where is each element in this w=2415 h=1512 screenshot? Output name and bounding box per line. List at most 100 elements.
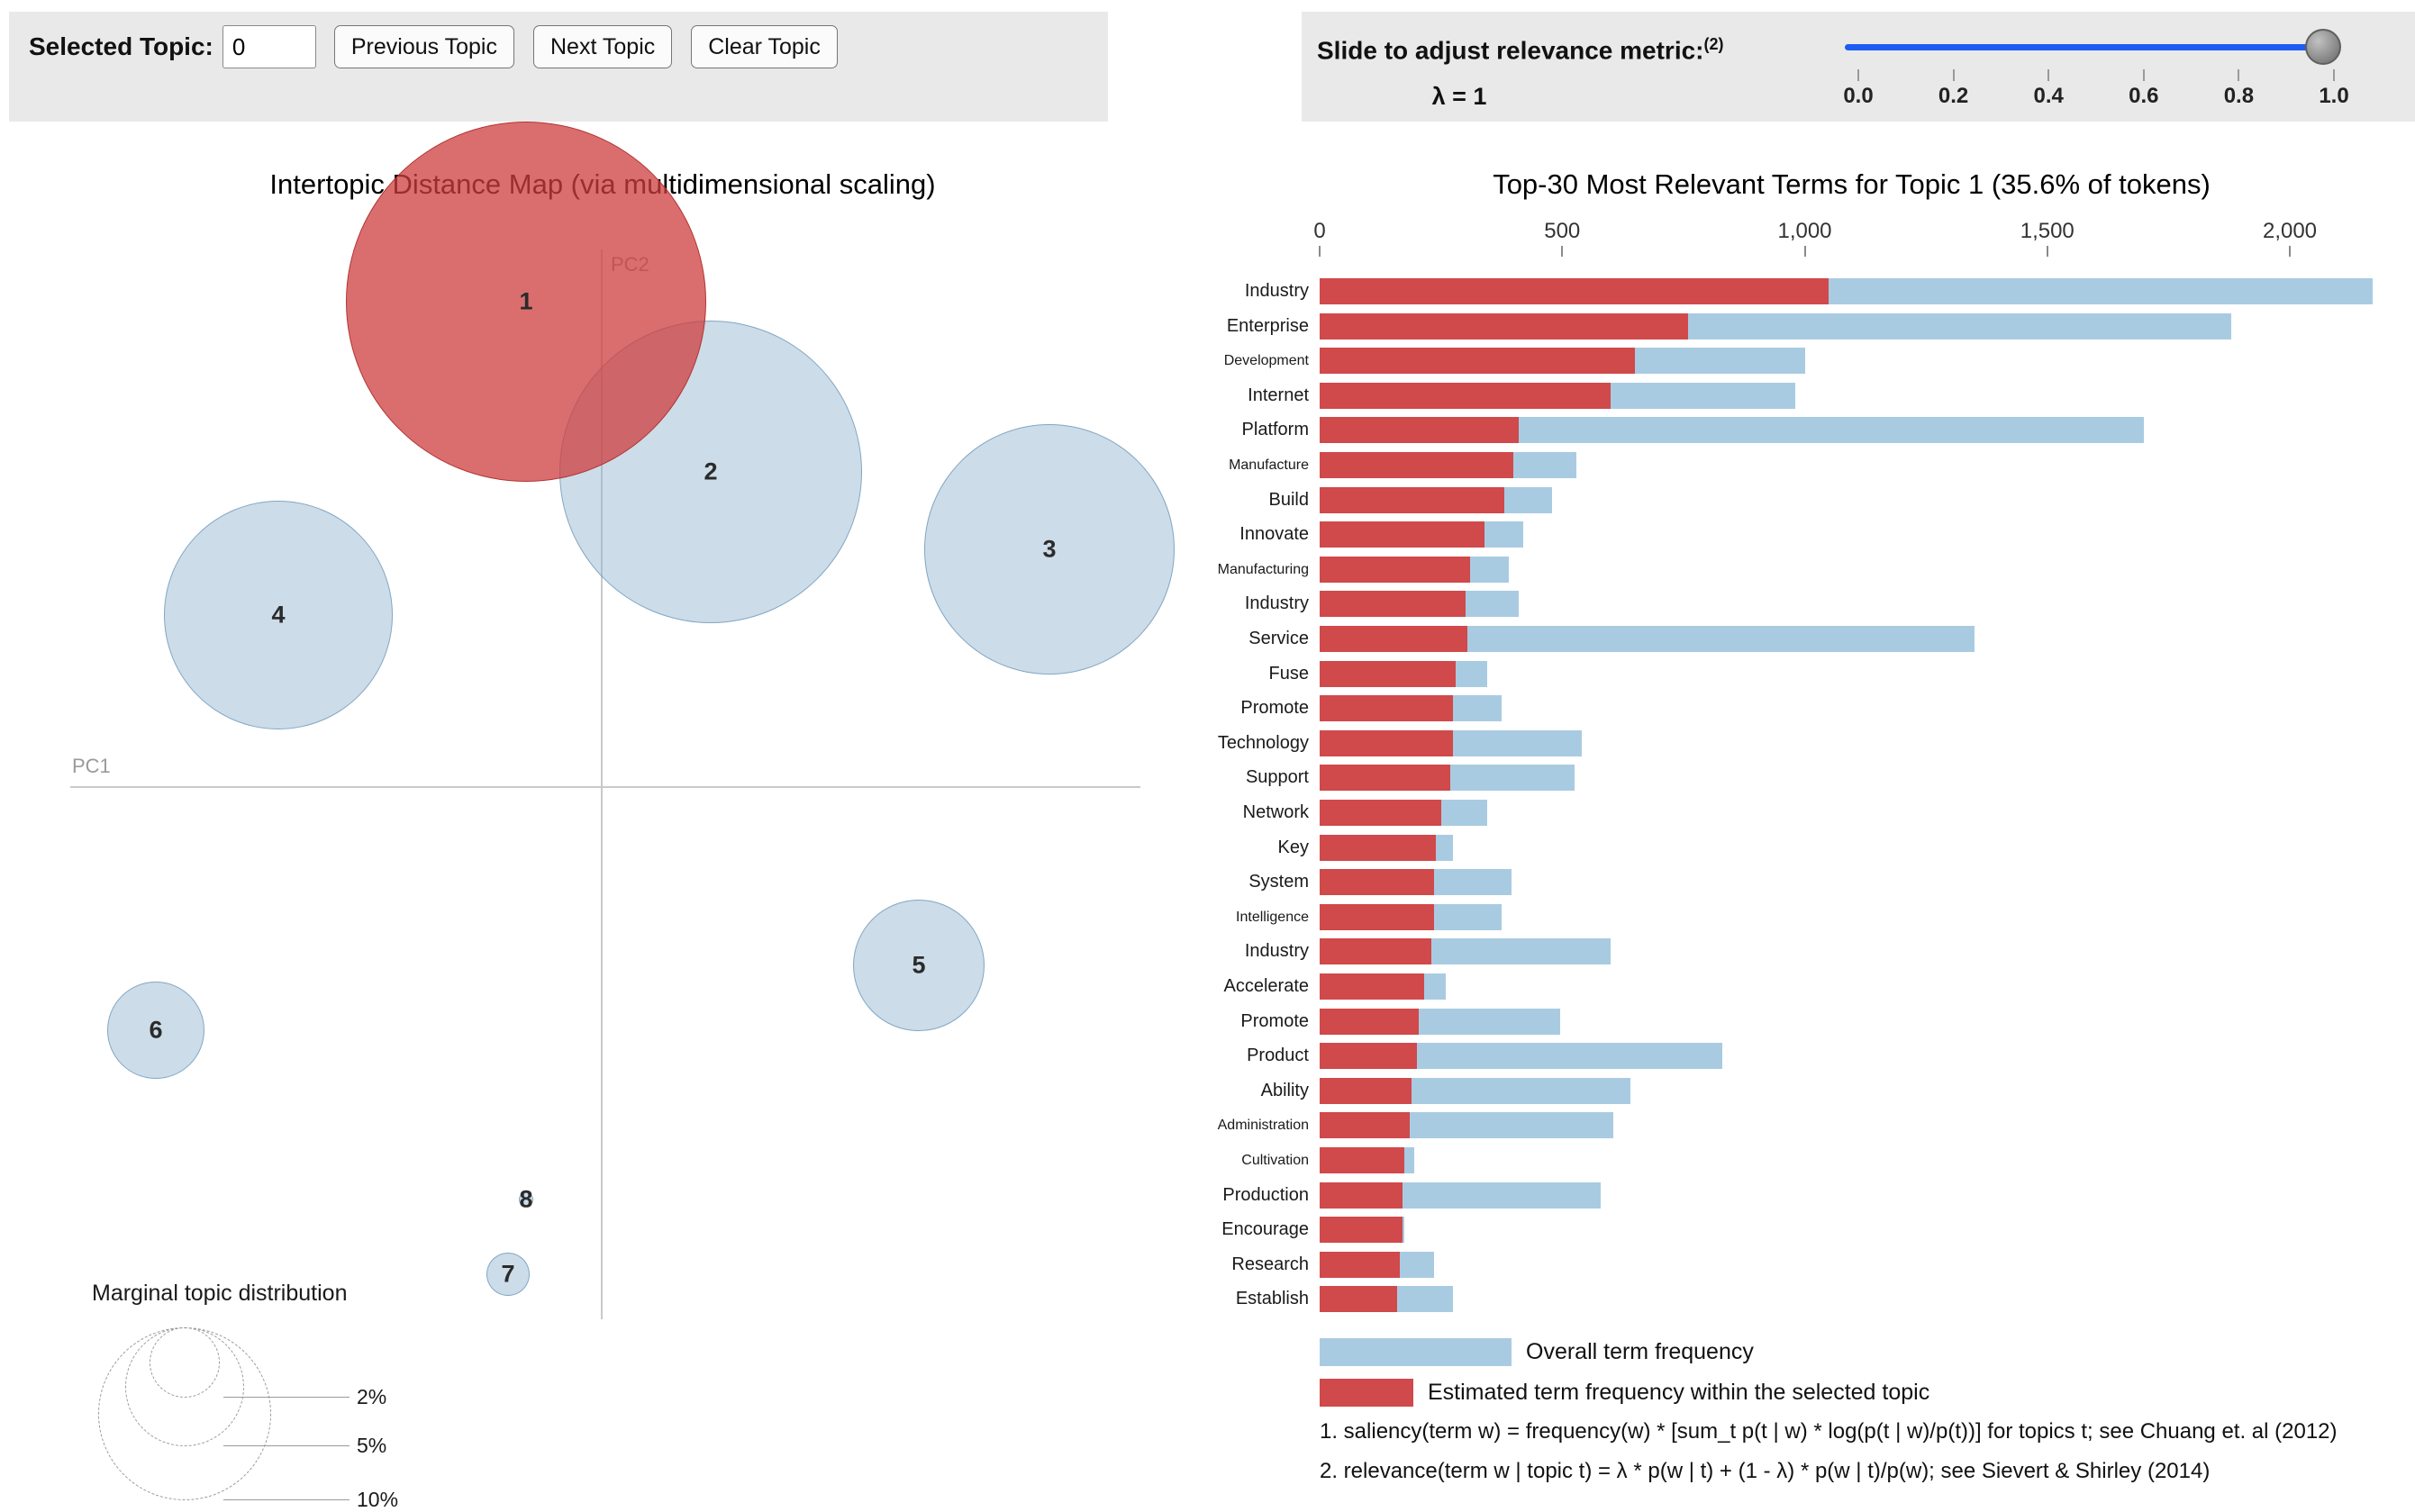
term-bar-topic[interactable] bbox=[1320, 869, 1434, 896]
term-bar-topic[interactable] bbox=[1320, 1147, 1405, 1173]
size-legend-label: 5% bbox=[357, 1434, 387, 1457]
overall-frequency-swatch bbox=[1320, 1338, 1512, 1366]
topic-circle-5[interactable] bbox=[853, 900, 985, 1031]
topic-frequency-legend: Estimated term frequency within the sele… bbox=[1320, 1379, 1929, 1407]
term-bar-topic[interactable] bbox=[1320, 800, 1441, 826]
term-bar-topic[interactable] bbox=[1320, 903, 1434, 930]
term-bar-topic[interactable] bbox=[1320, 521, 1485, 548]
slider-tick-label: 0.0 bbox=[1843, 84, 1874, 108]
overall-frequency-label: Overall term frequency bbox=[1526, 1339, 1754, 1364]
next-topic-button[interactable]: Next Topic bbox=[532, 25, 673, 68]
topic-circle-8[interactable] bbox=[519, 1192, 533, 1207]
term-bar-topic[interactable] bbox=[1320, 1043, 1417, 1070]
lambda-value-label: λ = 1 bbox=[1431, 83, 1487, 110]
clear-topic-button[interactable]: Clear Topic bbox=[691, 25, 838, 68]
x-axis-tick-label: 0 bbox=[1313, 219, 1326, 243]
term-label[interactable]: Platform bbox=[1241, 420, 1309, 440]
selected-topic-input[interactable] bbox=[222, 25, 316, 68]
topic-circle-7[interactable] bbox=[486, 1253, 530, 1296]
topic-circle-4[interactable] bbox=[164, 501, 393, 729]
topic-control-bar: Selected Topic: Previous Topic Next Topi… bbox=[9, 12, 1108, 122]
term-label[interactable]: Key bbox=[1277, 837, 1309, 857]
term-bar-topic[interactable] bbox=[1320, 1077, 1412, 1104]
topic-label-4: 4 bbox=[271, 601, 286, 629]
term-bar-topic[interactable] bbox=[1320, 695, 1454, 722]
relevance-slider-track[interactable] bbox=[1845, 44, 2338, 50]
term-label[interactable]: Encourage bbox=[1221, 1219, 1309, 1240]
term-bar-topic[interactable] bbox=[1320, 417, 1519, 444]
term-label[interactable]: Technology bbox=[1217, 732, 1309, 753]
term-bar-topic[interactable] bbox=[1320, 729, 1454, 756]
relevance-metric-label: Slide to adjust relevance metric:(2) bbox=[1317, 35, 1724, 65]
term-bar-topic[interactable] bbox=[1320, 312, 1689, 340]
term-label[interactable]: Product bbox=[1247, 1046, 1309, 1066]
term-label[interactable]: Manufacturing bbox=[1217, 561, 1309, 577]
slider-tick-mark bbox=[2047, 69, 2050, 81]
term-bar-topic[interactable] bbox=[1320, 765, 1451, 792]
x-axis-tick-mark bbox=[1561, 246, 1564, 257]
term-bar-topic[interactable] bbox=[1320, 1217, 1403, 1244]
term-label[interactable]: Ability bbox=[1260, 1080, 1309, 1100]
term-bar-topic[interactable] bbox=[1320, 486, 1504, 513]
term-bar-topic[interactable] bbox=[1320, 973, 1424, 1000]
footnote-saliency: 1. saliency(term w) = frequency(w) * [su… bbox=[1320, 1419, 2338, 1444]
term-label[interactable]: Internet bbox=[1248, 385, 1309, 405]
term-label[interactable]: Fuse bbox=[1268, 663, 1309, 684]
term-bar-topic[interactable] bbox=[1320, 1112, 1410, 1139]
slider-tick-label: 1.0 bbox=[2319, 84, 2349, 108]
term-chart-title: Top-30 Most Relevant Terms for Topic 1 (… bbox=[1493, 168, 2211, 200]
relevance-control-bar: Slide to adjust relevance metric:(2) λ =… bbox=[1302, 12, 2415, 122]
footnote-relevance: 2. relevance(term w | topic t) = λ * p(w… bbox=[1320, 1459, 2211, 1483]
x-axis-tick-label: 1,000 bbox=[1777, 219, 1832, 243]
term-bar-topic[interactable] bbox=[1320, 348, 1636, 375]
term-label[interactable]: Industry bbox=[1244, 593, 1309, 614]
term-bar-topic[interactable] bbox=[1320, 938, 1431, 965]
term-bar-topic[interactable] bbox=[1320, 660, 1456, 687]
x-axis-tick-mark bbox=[1319, 246, 1321, 257]
relevance-slider-handle[interactable] bbox=[2305, 29, 2341, 65]
term-label[interactable]: Accelerate bbox=[1223, 976, 1310, 996]
term-label[interactable]: Manufacture bbox=[1229, 457, 1309, 473]
topic-circle-3[interactable] bbox=[924, 424, 1175, 675]
x-axis-tick-label: 500 bbox=[1544, 219, 1581, 243]
previous-topic-button[interactable]: Previous Topic bbox=[333, 25, 514, 68]
term-label[interactable]: Administration bbox=[1217, 1118, 1309, 1134]
term-label[interactable]: Research bbox=[1231, 1254, 1309, 1274]
term-bar-topic[interactable] bbox=[1320, 1182, 1403, 1209]
term-label[interactable]: Build bbox=[1268, 489, 1309, 510]
term-label[interactable]: Support bbox=[1245, 767, 1309, 788]
size-legend-line bbox=[223, 1499, 350, 1500]
term-bar-topic[interactable] bbox=[1320, 556, 1470, 583]
x-axis-tick-mark bbox=[2046, 246, 2048, 257]
term-bar-topic[interactable] bbox=[1320, 591, 1466, 618]
topic-label-1: 1 bbox=[519, 287, 533, 315]
term-label[interactable]: Promote bbox=[1240, 698, 1309, 719]
topic-circle-6[interactable] bbox=[107, 982, 204, 1079]
term-bar-topic[interactable] bbox=[1320, 1251, 1400, 1278]
relevance-metric-text: Slide to adjust relevance metric: bbox=[1317, 36, 1704, 65]
term-label[interactable]: Promote bbox=[1240, 1010, 1309, 1031]
term-label[interactable]: Network bbox=[1242, 802, 1309, 822]
term-label[interactable]: Cultivation bbox=[1241, 1153, 1309, 1168]
term-bar-topic[interactable] bbox=[1320, 382, 1612, 409]
term-label[interactable]: Enterprise bbox=[1226, 315, 1309, 336]
term-label[interactable]: Industry bbox=[1244, 281, 1309, 301]
term-label[interactable]: Development bbox=[1223, 353, 1309, 369]
term-bar-topic[interactable] bbox=[1320, 626, 1468, 652]
term-label[interactable]: System bbox=[1248, 872, 1309, 892]
term-label[interactable]: Establish bbox=[1235, 1289, 1309, 1309]
relevance-footnote-ref: (2) bbox=[1703, 35, 1724, 53]
term-label[interactable]: Service bbox=[1248, 629, 1309, 648]
term-label[interactable]: Innovate bbox=[1239, 524, 1309, 545]
topic-circle-1[interactable] bbox=[346, 122, 706, 482]
topic-label-8: 8 bbox=[519, 1185, 533, 1213]
slider-tick-mark bbox=[2333, 69, 2335, 81]
term-bar-topic[interactable] bbox=[1320, 278, 1829, 304]
term-bar-topic[interactable] bbox=[1320, 834, 1437, 861]
term-bar-topic[interactable] bbox=[1320, 452, 1514, 478]
term-label[interactable]: Production bbox=[1222, 1184, 1309, 1205]
term-bar-topic[interactable] bbox=[1320, 1286, 1398, 1313]
term-label[interactable]: Industry bbox=[1244, 941, 1309, 962]
term-bar-topic[interactable] bbox=[1320, 1008, 1420, 1035]
term-label[interactable]: Intelligence bbox=[1236, 909, 1309, 925]
